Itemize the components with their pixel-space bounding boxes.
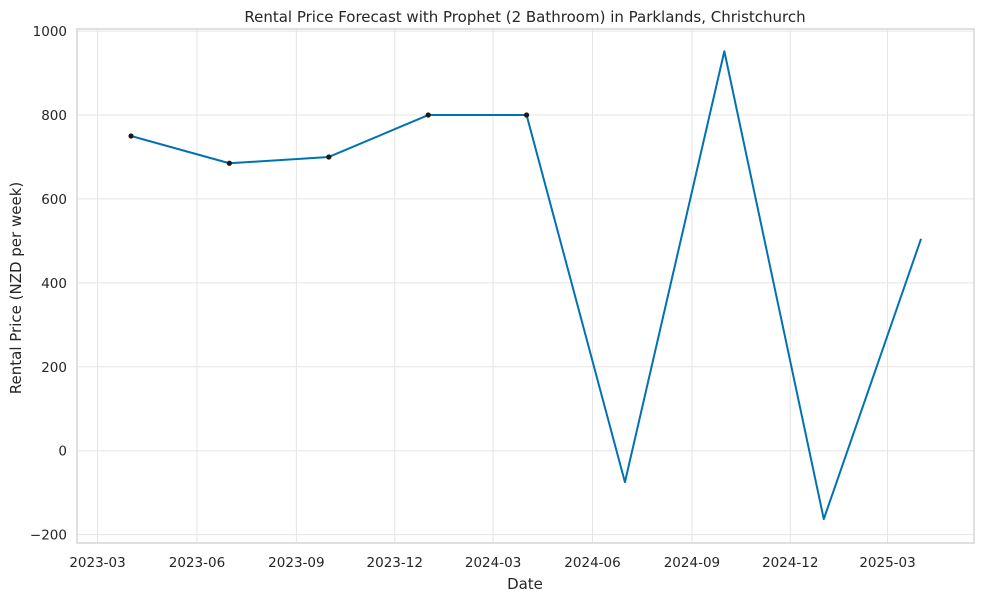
chart-title: Rental Price Forecast with Prophet (2 Ba…	[244, 8, 805, 26]
observed-point	[425, 112, 431, 118]
y-tick-label: 800	[41, 108, 67, 124]
x-tick-label: 2024-12	[762, 555, 818, 571]
data-layer	[128, 50, 922, 521]
y-tick-label: 600	[41, 192, 67, 208]
x-tick-label: 2023-09	[268, 555, 324, 571]
observed-point	[128, 133, 134, 139]
x-tick-label: 2023-06	[169, 555, 225, 571]
gridlines	[77, 29, 974, 543]
x-tick-label: 2025-03	[859, 555, 915, 571]
y-tick-label: 1000	[33, 24, 67, 40]
y-tick-label: 0	[58, 444, 67, 460]
observed-point	[523, 112, 530, 118]
x-tick-label: 2024-06	[564, 555, 620, 571]
x-tick-label: 2023-12	[367, 555, 423, 571]
y-tick-label: −200	[30, 528, 67, 544]
x-tick-label: 2023-03	[69, 555, 125, 571]
y-axis-title: Rental Price (NZD per week)	[7, 182, 25, 394]
x-axis-title: Date	[507, 575, 543, 593]
plot-frame	[76, 28, 975, 544]
x-tick-label: 2024-03	[465, 555, 521, 571]
observed-point	[326, 154, 332, 160]
y-tick-label: 200	[41, 360, 67, 376]
observed-point	[226, 160, 232, 166]
plot-area	[77, 29, 974, 543]
x-tick-label: 2024-09	[664, 555, 720, 571]
tick-labels: −200 0 200 400 600 800 1000 2023-03 2023-06 2023-…	[30, 24, 916, 571]
y-tick-label: 400	[41, 276, 67, 292]
